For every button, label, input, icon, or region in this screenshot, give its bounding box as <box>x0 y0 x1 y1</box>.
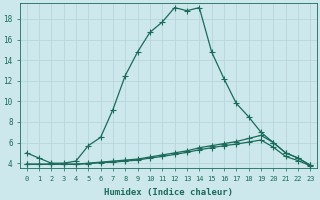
X-axis label: Humidex (Indice chaleur): Humidex (Indice chaleur) <box>104 188 233 197</box>
